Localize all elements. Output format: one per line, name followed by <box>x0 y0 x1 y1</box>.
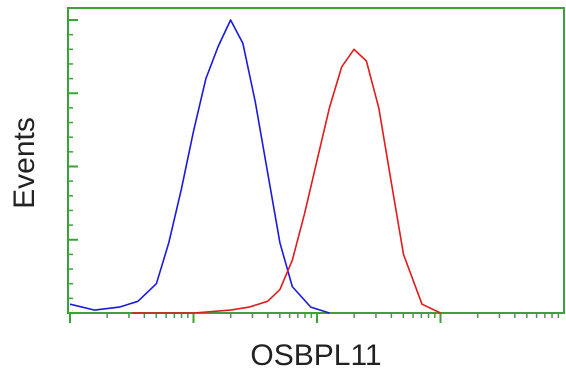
plot-frame <box>67 7 565 314</box>
x-axis-label: OSBPL11 <box>250 339 381 372</box>
red-histogram-line <box>131 48 441 314</box>
x-axis-ticks <box>69 313 560 323</box>
blue-histogram-line <box>69 19 330 314</box>
y-axis-ticks <box>68 19 78 314</box>
series-layer <box>69 19 441 314</box>
y-axis-label: Events <box>8 117 41 209</box>
